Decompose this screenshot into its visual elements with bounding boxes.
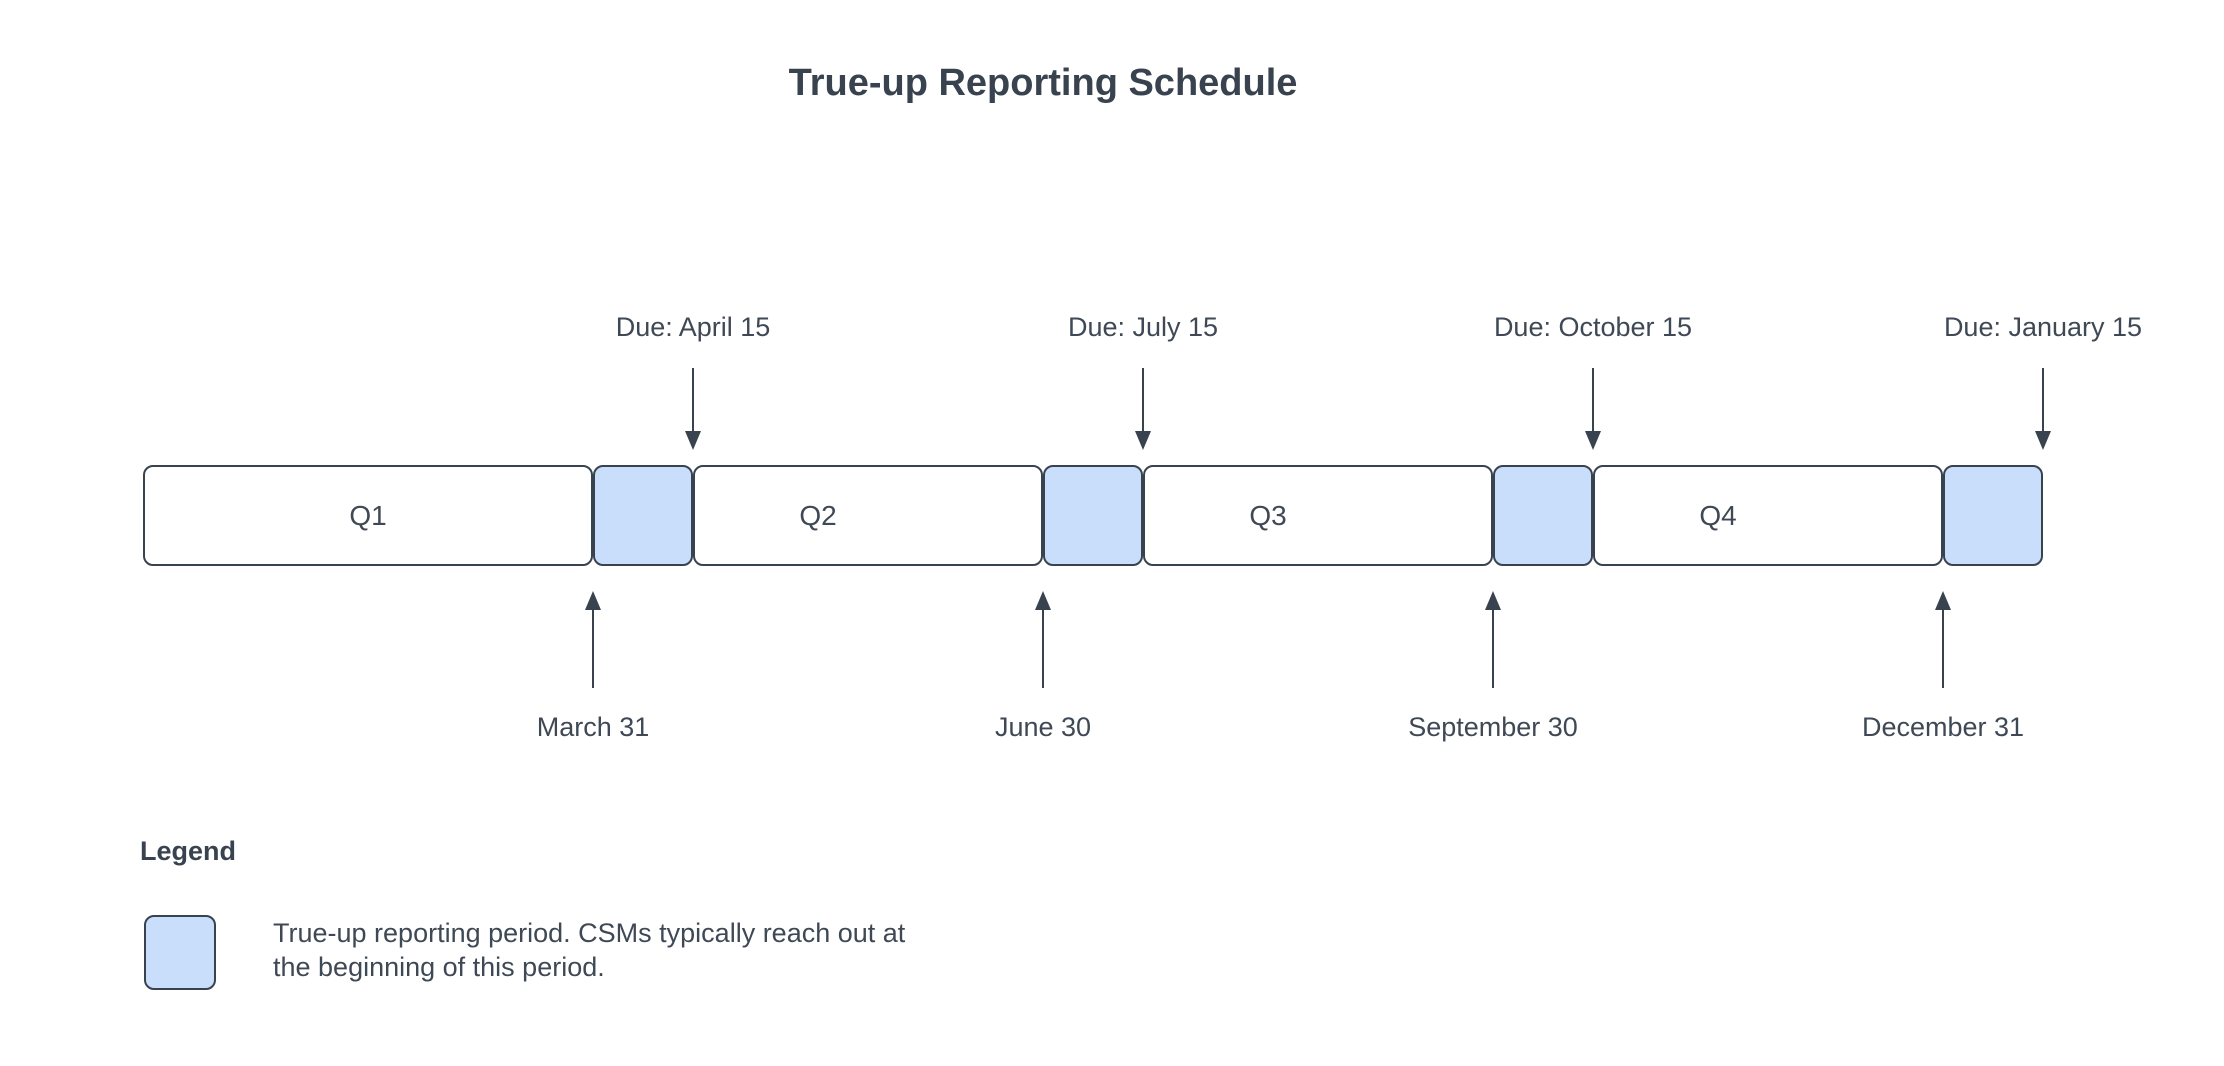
arrow-shaft <box>592 608 594 688</box>
quarter-box-q3 <box>1143 465 1493 566</box>
arrow-shaft <box>1942 608 1944 688</box>
legend-heading: Legend <box>140 836 237 866</box>
trueup-period-box-4 <box>1943 465 2043 566</box>
quarter-box-q1 <box>143 465 593 566</box>
quarter-label-q3: Q3 <box>1249 500 1287 531</box>
quarter-box-q4 <box>1593 465 1943 566</box>
timeline-bar <box>143 465 2043 566</box>
trueup-period-box-2 <box>1043 465 1143 566</box>
arrow-shaft <box>2042 368 2044 432</box>
arrow-shaft <box>1492 608 1494 688</box>
arrow-head <box>1135 431 1151 450</box>
trueup-period-box-3 <box>1493 465 1593 566</box>
arrow-head <box>1485 591 1501 610</box>
quarter-box-q2 <box>693 465 1043 566</box>
due-date-label-q1: Due: April 15 <box>615 312 771 342</box>
quarter-label-q4: Q4 <box>1699 500 1737 531</box>
arrow-head <box>1935 591 1951 610</box>
arrow-head <box>685 431 701 450</box>
due-date-label-q4: Due: January 15 <box>1943 312 2143 342</box>
quarter-end-label-q2: June 30 <box>994 712 1092 742</box>
arrow-head <box>1035 591 1051 610</box>
arrow-shaft <box>1592 368 1594 432</box>
arrow-shaft <box>692 368 694 432</box>
arrow-head <box>585 591 601 610</box>
arrow-shaft <box>1042 608 1044 688</box>
legend-trueup-period-swatch <box>144 915 216 990</box>
due-date-label-q3: Due: October 15 <box>1493 312 1693 342</box>
arrow-head <box>2035 431 2051 450</box>
quarter-end-label-q4: December 31 <box>1861 712 2025 742</box>
arrow-shaft <box>1142 368 1144 432</box>
due-date-label-q2: Due: July 15 <box>1067 312 1219 342</box>
quarter-label-q1: Q1 <box>349 500 387 531</box>
legend-description: True-up reporting period. CSMs typically… <box>273 918 906 982</box>
arrow-head <box>1585 431 1601 450</box>
quarter-label-q2: Q2 <box>799 500 837 531</box>
quarter-end-label-q3: September 30 <box>1408 712 1578 742</box>
trueup-period-box-1 <box>593 465 693 566</box>
quarter-end-label-q1: March 31 <box>536 712 650 742</box>
diagram-title: True-up Reporting Schedule <box>788 62 1298 104</box>
